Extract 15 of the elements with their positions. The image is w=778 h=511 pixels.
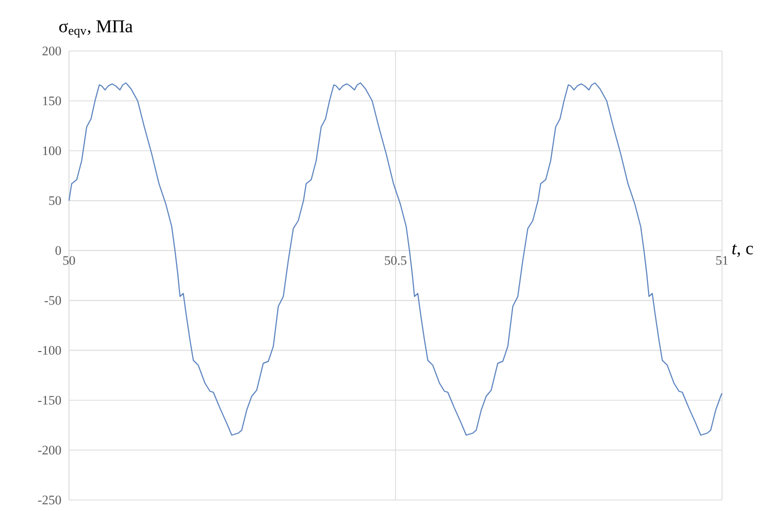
y-tick-label: -100 [38, 346, 61, 355]
y-tick-label: -250 [38, 496, 61, 504]
x-tick-label: 50 [63, 256, 76, 265]
x-tick-label: 50.5 [384, 256, 406, 265]
y-tick-label: -200 [38, 446, 61, 454]
y-tick-label: 100 [43, 146, 61, 156]
y-tick-label: 200 [42, 46, 61, 56]
y-tick-label: 50 [49, 196, 61, 206]
x-tick-label: 51 [716, 256, 728, 265]
y-tick-label: -50 [44, 296, 61, 305]
y-tick-label: 150 [43, 96, 61, 106]
y-axis-title: σ$_{eqv}$, МПа [59, 20, 133, 38]
y-tick-label: -150 [38, 396, 61, 405]
x-axis-title: t, c [732, 244, 753, 258]
y-tick-label: 0 [55, 246, 61, 255]
